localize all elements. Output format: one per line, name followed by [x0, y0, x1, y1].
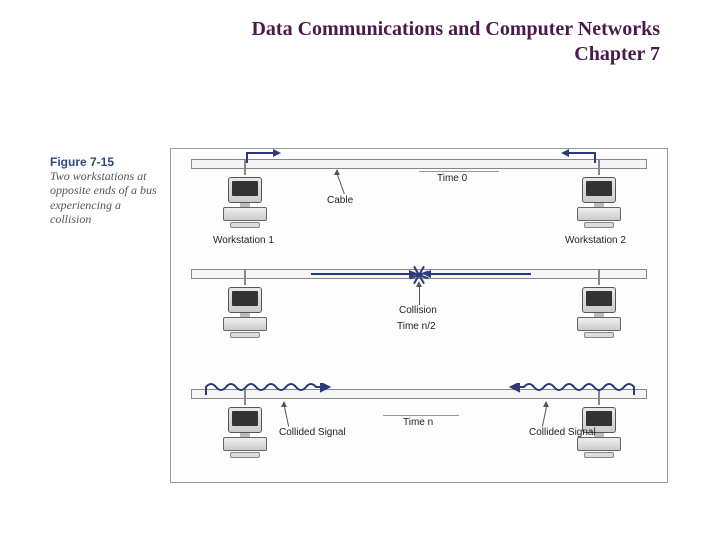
- collision-burst-icon: [405, 267, 433, 281]
- page-subtitle: Chapter 7: [120, 43, 660, 66]
- pointer-line: [542, 407, 547, 427]
- collided-label-left: Collided Signal: [279, 427, 329, 438]
- page-title: Data Communications and Computer Network…: [120, 18, 660, 41]
- pointer-line: [284, 407, 289, 427]
- workstation-1-time-n: [215, 407, 275, 463]
- workstation-1-time-n2: [215, 287, 275, 343]
- collided-signal-right: [509, 383, 639, 399]
- drop-cable-icon: [598, 269, 600, 285]
- diagram-container: Cable Time 0 Workstation 1 Workstation 2: [170, 148, 668, 483]
- divider-line: [383, 415, 459, 416]
- collided-label-right: Collided Signal: [529, 427, 579, 438]
- signal-line-right: [431, 273, 531, 275]
- keyboard-icon: [230, 452, 260, 458]
- figure-number: Figure 7-15: [50, 155, 160, 169]
- cpu-box-icon: [577, 437, 621, 451]
- workstation-1-time0: [215, 177, 275, 233]
- keyboard-icon: [584, 222, 614, 228]
- cpu-box-icon: [223, 207, 267, 221]
- monitor-icon: [582, 177, 616, 203]
- cpu-box-icon: [223, 317, 267, 331]
- page-header: Data Communications and Computer Network…: [120, 18, 660, 66]
- signal-arrow-ws1: [243, 147, 283, 165]
- cpu-box-icon: [223, 437, 267, 451]
- cpu-box-icon: [577, 317, 621, 331]
- pointer-line: [337, 175, 345, 194]
- workstation-2-time-n2: [569, 287, 629, 343]
- keyboard-icon: [584, 332, 614, 338]
- keyboard-icon: [584, 452, 614, 458]
- keyboard-icon: [230, 332, 260, 338]
- signal-line-left: [311, 273, 411, 275]
- collided-signal-left: [201, 383, 331, 399]
- time0-label: Time 0: [437, 173, 467, 184]
- time-n-label: Time n: [403, 417, 433, 428]
- collision-label: Collision: [399, 305, 437, 316]
- monitor-icon: [582, 287, 616, 313]
- cpu-box-icon: [577, 207, 621, 221]
- ws1-label: Workstation 1: [213, 235, 274, 246]
- time-n2-label: Time n/2: [397, 321, 436, 332]
- monitor-icon: [228, 287, 262, 313]
- monitor-icon: [228, 407, 262, 433]
- figure-label: Figure 7-15 Two workstations at opposite…: [50, 155, 160, 227]
- monitor-icon: [228, 177, 262, 203]
- pointer-line: [419, 287, 420, 305]
- signal-arrow-ws2: [559, 147, 599, 165]
- divider-line: [419, 171, 499, 172]
- keyboard-icon: [230, 222, 260, 228]
- drop-cable-icon: [244, 269, 246, 285]
- figure-caption: Two workstations at opposite ends of a b…: [50, 169, 160, 227]
- ws2-label: Workstation 2: [565, 235, 626, 246]
- workstation-2-time0: [569, 177, 629, 233]
- cable-label: Cable: [327, 195, 353, 206]
